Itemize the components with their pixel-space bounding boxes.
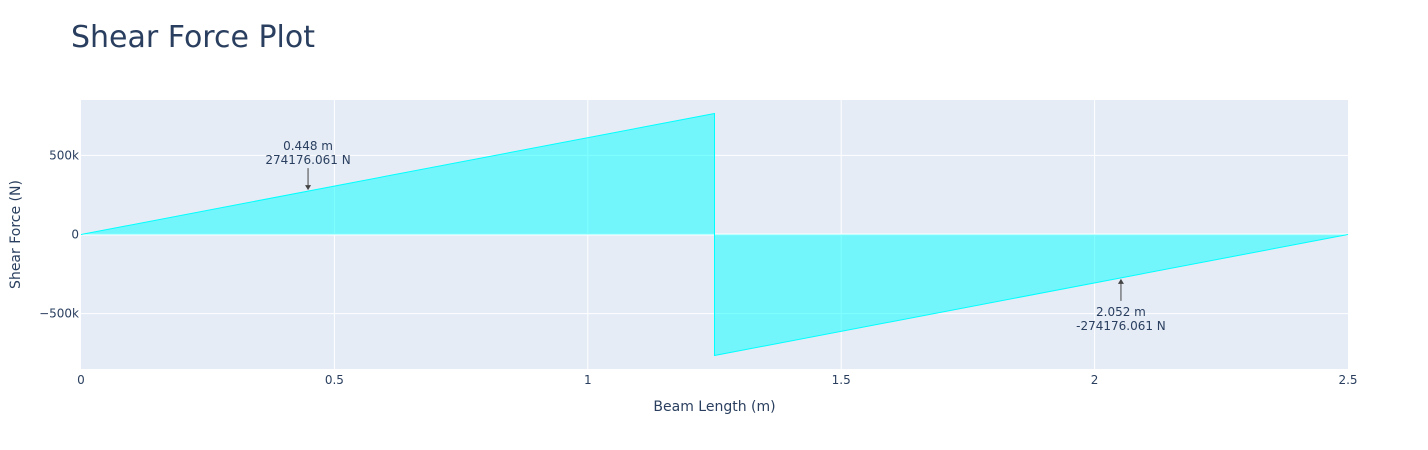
- x-tick-label: 0.5: [325, 373, 344, 387]
- series-line: [80, 112, 1349, 357]
- y-axis-ticks: 500k 0 −500k: [39, 148, 79, 320]
- x-axis-ticks: 0 0.5 1 1.5 2 2.5: [77, 373, 1357, 387]
- annotation-label-position: 0.448 m: [283, 139, 333, 153]
- annotation-label-position: 2.052 m: [1096, 305, 1146, 319]
- x-tick-label: 0: [77, 373, 85, 387]
- chart-title: Shear Force Plot: [71, 20, 316, 55]
- y-axis-title: Shear Force (N): [8, 180, 24, 289]
- y-tick-label: −500k: [39, 307, 79, 321]
- annotation-arrowhead: [305, 185, 312, 191]
- x-axis-title: Beam Length (m): [653, 399, 775, 415]
- x-tick-label: 2: [1091, 373, 1099, 387]
- y-tick-label: 0: [71, 228, 79, 242]
- x-tick-label: 1.5: [832, 373, 851, 387]
- series-layer: [80, 112, 1349, 357]
- annotation-label-value: -274176.061 N: [1076, 319, 1166, 333]
- x-tick-label: 2.5: [1338, 373, 1357, 387]
- annotation: 2.052 m-274176.061 N: [1076, 278, 1166, 333]
- x-tick-label: 1: [584, 373, 592, 387]
- annotation-label-value: 274176.061 N: [265, 153, 350, 167]
- y-tick-label: 500k: [49, 148, 79, 162]
- annotation-arrowhead: [1117, 278, 1124, 284]
